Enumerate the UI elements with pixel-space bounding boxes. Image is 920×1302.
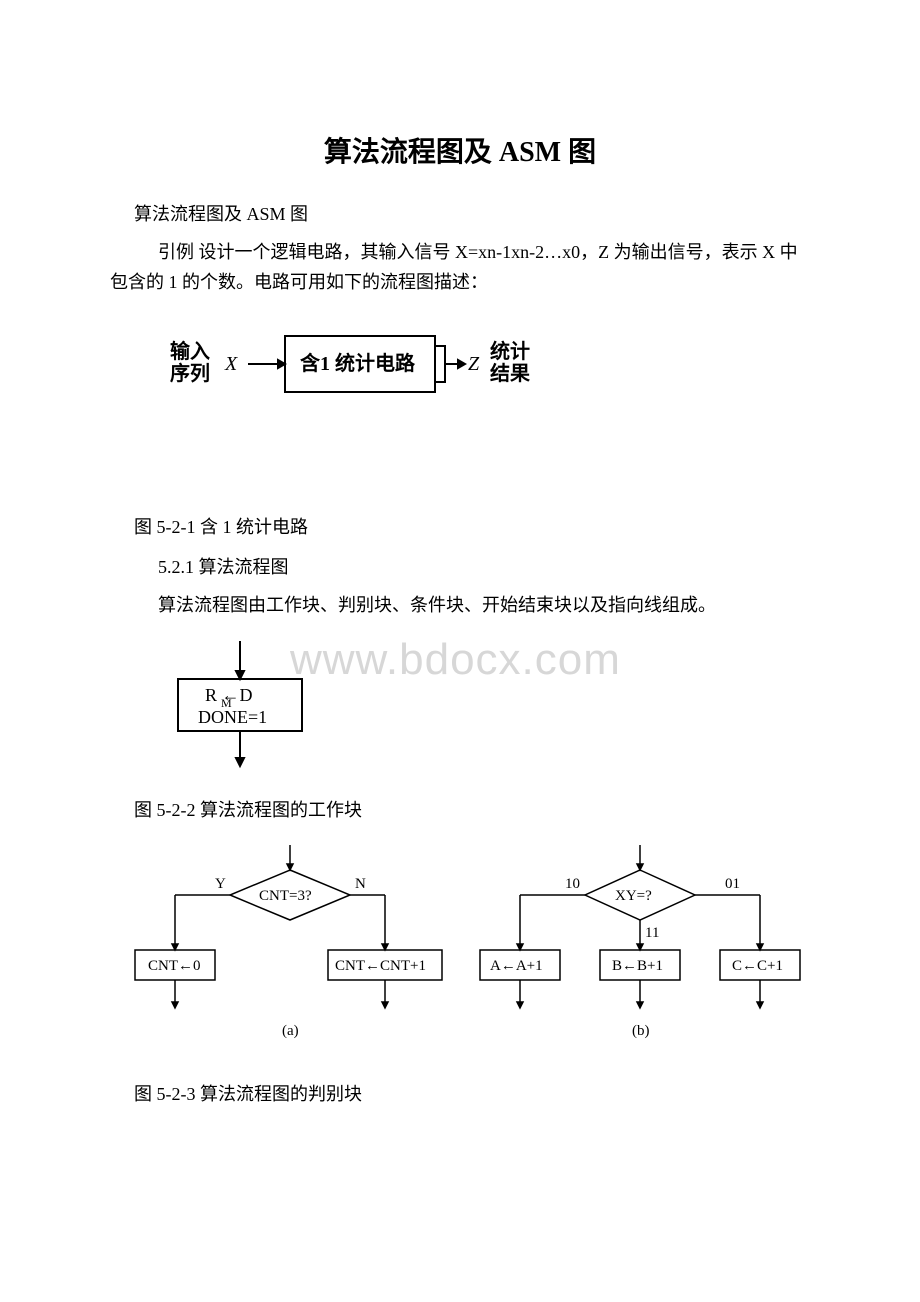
fig1-box: 含1 统计电路 [300,351,416,375]
fig3a-left: CNT←0 [148,958,201,974]
fig1-right-bot: 结果 [490,361,530,385]
fig1-left-bot: 序列 [170,361,210,385]
fig3b-cond: XY=? [615,888,652,904]
subtitle: 算法流程图及 ASM 图 [134,200,810,229]
intro-paragraph: 引例 设计一个逻辑电路，其输入信号 X=xn-1xn-2…x0，Z 为输出信号，… [110,237,810,298]
fig2-caption: 图 5-2-2 算法流程图的工作块 [134,796,810,825]
fig1-Z: Z [468,353,480,375]
section-heading: 5.2.1 算法流程图 [110,552,810,583]
fig3b-b2: B←B+1 [612,958,663,974]
page-title: 算法流程图及 ASM 图 [110,130,810,170]
fig1-X: X [224,353,238,375]
fig3b-11: 11 [645,925,659,941]
fig3a-label: (a) [282,1023,299,1039]
fig1-right-top: 统计 [490,339,530,363]
figure-5-2-2: R ←D M DONE=1 [160,641,340,771]
fig3b-label: (b) [632,1023,650,1039]
fig3a-Y: Y [215,876,226,892]
figure-5-2-3: CNT=3? Y N CNT←0 CNT←CNT+1 (a) [120,845,810,1060]
fig2-line2: DONE=1 [198,707,267,727]
fig1-caption: 图 5-2-1 含 1 统计电路 [134,513,810,542]
fig1-left-top: 输入 [170,339,210,363]
fig3a-cond: CNT=3? [259,888,312,904]
fig3b-b1: A←A+1 [490,958,543,974]
fig3-caption: 图 5-2-3 算法流程图的判别块 [134,1080,810,1109]
fig3b-10: 10 [565,876,580,892]
fig3b-b3: C←C+1 [732,958,783,974]
paragraph-components: 算法流程图由工作块、判别块、条件块、开始结束块以及指向线组成。 [110,590,810,621]
fig3a-N: N [355,876,366,892]
figure-5-2-1: 输入 序列 X 含1 统计电路 Z 统计 结果 [150,318,810,433]
fig3b-01: 01 [725,876,740,892]
fig3a-right: CNT←CNT+1 [335,958,426,974]
